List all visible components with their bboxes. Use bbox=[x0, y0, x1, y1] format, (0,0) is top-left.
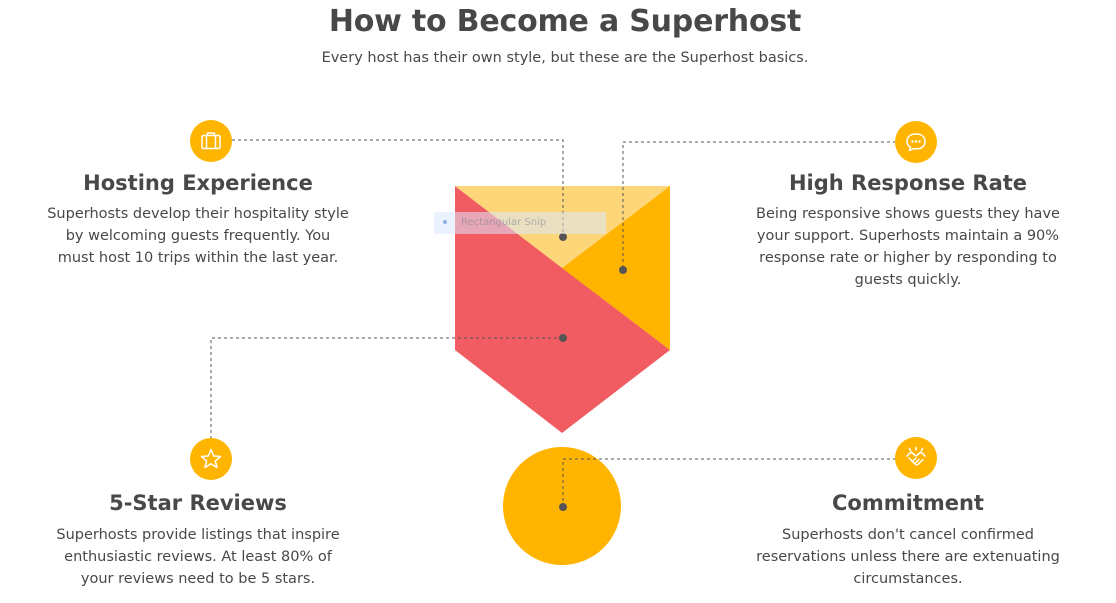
snip-label: Rectangular Snip bbox=[461, 217, 547, 228]
chat-bubble-icon bbox=[895, 121, 937, 163]
five-star-reviews-title: 5-Star Reviews bbox=[109, 491, 287, 515]
five-star-reviews-line: enthusiastic reviews. At least 80% of bbox=[64, 549, 332, 565]
high-response-rate-description: Being responsive shows guests they have … bbox=[733, 203, 1083, 291]
connector-dot-hosting bbox=[559, 233, 567, 241]
commitment-line: reservations unless there are extenuatin… bbox=[756, 549, 1060, 565]
rectangular-snip-overlay: Rectangular Snip bbox=[434, 212, 606, 234]
five-star-reviews-line: your reviews need to be 5 stars. bbox=[80, 571, 316, 587]
connector-dot-response bbox=[619, 266, 627, 274]
page-title: How to Become a Superhost bbox=[328, 4, 802, 39]
five-star-reviews-line: Superhosts provide listings that inspire bbox=[56, 527, 340, 543]
commitment-title: Commitment bbox=[832, 491, 984, 515]
hosting-experience-line: must host 10 trips within the last year. bbox=[57, 250, 339, 266]
commitment-description: Superhosts don't cancel confirmed reserv… bbox=[733, 524, 1083, 590]
page-subtitle: Every host has their own style, but thes… bbox=[321, 50, 809, 66]
high-response-rate-line: response rate or higher by responding to bbox=[759, 250, 1057, 266]
five-star-reviews-description: Superhosts provide listings that inspire… bbox=[23, 524, 373, 590]
connector-dot-reviews bbox=[559, 334, 567, 342]
hosting-experience-line: Superhosts develop their hospitality sty… bbox=[47, 206, 349, 222]
high-response-rate-line: your support. Superhosts maintain a 90% bbox=[756, 228, 1060, 244]
ribbon-yellow-shape bbox=[562, 186, 670, 350]
high-response-rate-title: High Response Rate bbox=[788, 171, 1028, 195]
ribbon-coral-shape bbox=[455, 186, 670, 433]
hosting-experience-line: by welcoming guests frequently. You bbox=[65, 228, 331, 244]
connector-dot-commitment bbox=[559, 503, 567, 511]
high-response-rate-line: Being responsive shows guests they have bbox=[756, 206, 1060, 222]
commitment-line: circumstances. bbox=[853, 571, 963, 587]
hosting-experience-description: Superhosts develop their hospitality sty… bbox=[23, 203, 373, 269]
high-response-rate-line: guests quickly. bbox=[854, 272, 962, 288]
connector-high-response-rate bbox=[622, 141, 896, 270]
connector-commitment bbox=[562, 458, 896, 507]
connector-hosting-experience bbox=[232, 139, 564, 237]
star-icon bbox=[190, 438, 232, 480]
commitment-line: Superhosts don't cancel confirmed bbox=[782, 527, 1034, 543]
hosting-experience-title: Hosting Experience bbox=[83, 171, 313, 195]
suitcase-icon bbox=[190, 120, 232, 162]
snip-dot-icon bbox=[443, 220, 447, 224]
handshake-icon bbox=[895, 437, 937, 479]
